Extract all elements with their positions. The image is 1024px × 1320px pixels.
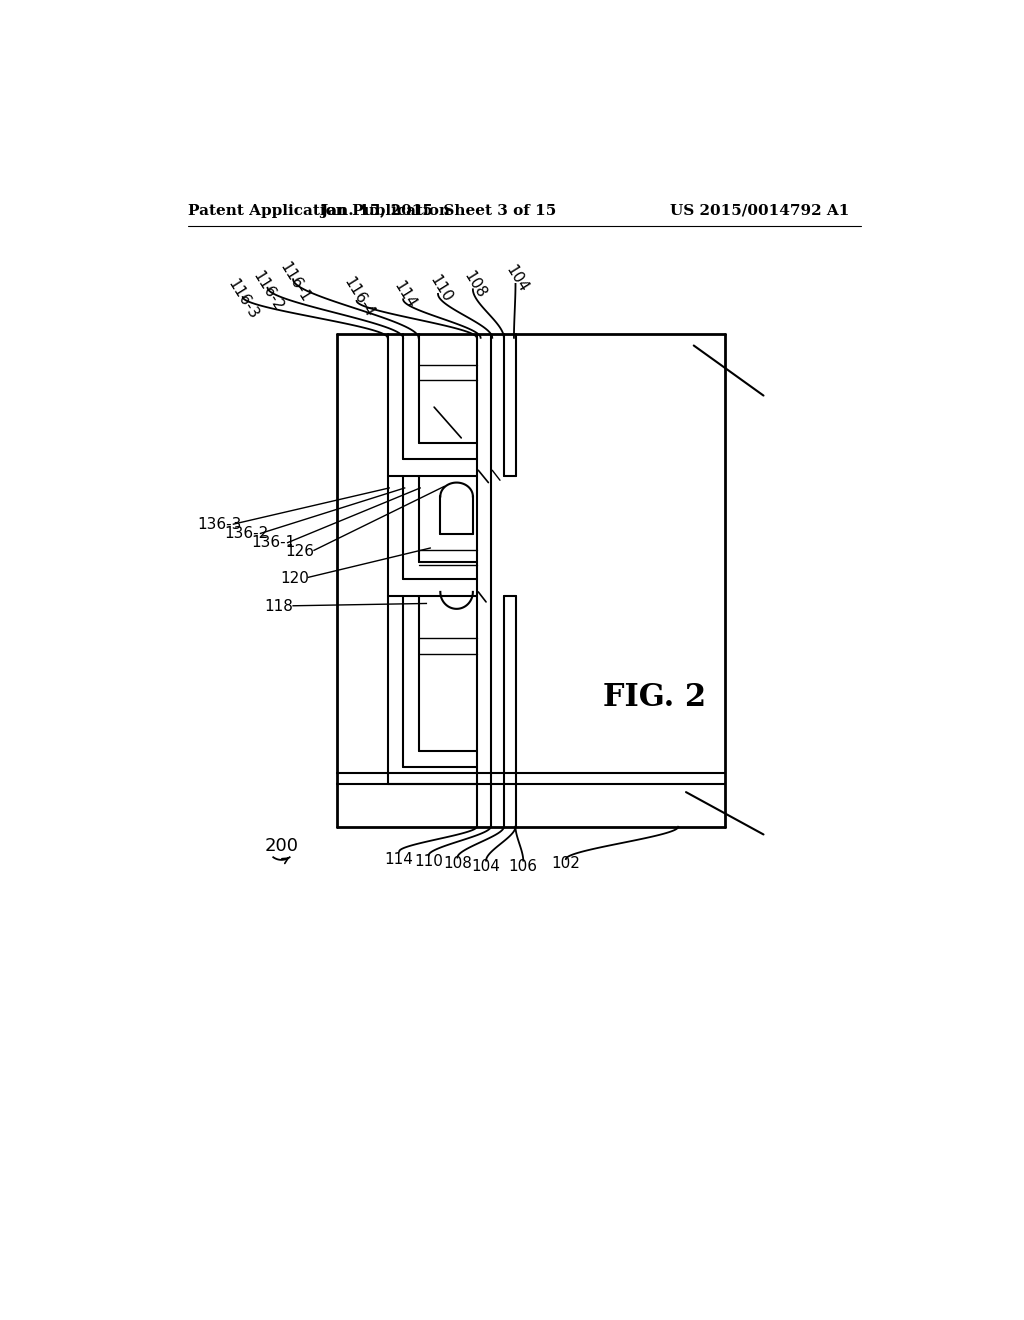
Text: 120: 120: [281, 570, 309, 586]
Text: 104: 104: [472, 858, 501, 874]
Text: 108: 108: [443, 857, 472, 871]
Text: FIG. 2: FIG. 2: [603, 682, 707, 713]
Text: 116-3: 116-3: [224, 277, 261, 322]
Text: 200: 200: [264, 837, 298, 855]
Text: 114: 114: [385, 851, 414, 867]
Text: 116-4: 116-4: [341, 275, 377, 319]
Text: 104: 104: [503, 263, 531, 296]
Text: 106: 106: [509, 858, 538, 874]
Text: 136-1: 136-1: [252, 535, 296, 550]
Text: 126: 126: [286, 544, 314, 558]
Text: 116-2: 116-2: [250, 268, 287, 314]
Text: 136-2: 136-2: [224, 525, 268, 541]
Text: 110: 110: [415, 854, 443, 869]
Text: 116-1: 116-1: [276, 260, 312, 305]
Text: Patent Application Publication: Patent Application Publication: [188, 203, 451, 218]
Text: 114: 114: [391, 279, 419, 312]
Text: 110: 110: [426, 273, 455, 305]
Text: Jan. 15, 2015  Sheet 3 of 15: Jan. 15, 2015 Sheet 3 of 15: [319, 203, 556, 218]
Text: 102: 102: [552, 857, 581, 871]
Text: 136-3: 136-3: [198, 516, 242, 532]
Text: US 2015/0014792 A1: US 2015/0014792 A1: [671, 203, 850, 218]
Text: 118: 118: [264, 599, 294, 614]
Text: 108: 108: [461, 268, 489, 301]
